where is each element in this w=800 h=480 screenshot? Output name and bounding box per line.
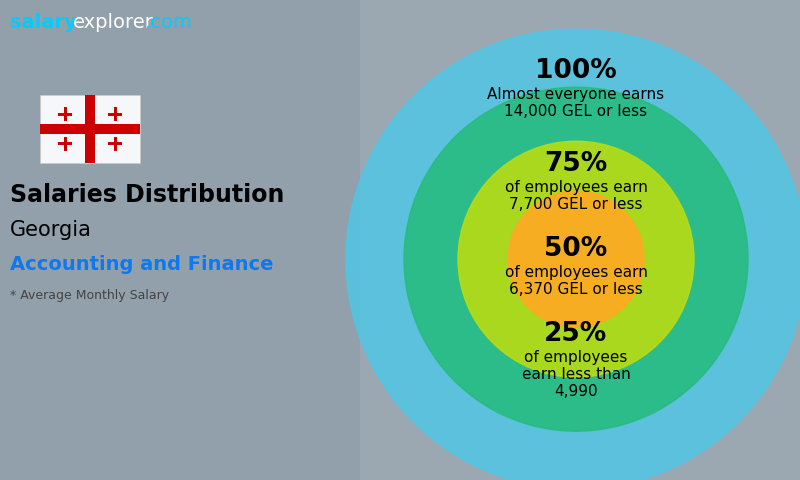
Text: Salaries Distribution: Salaries Distribution [10,183,284,207]
Bar [58,112,72,116]
FancyBboxPatch shape [360,0,800,480]
Text: of employees earn: of employees earn [505,180,647,195]
Text: Accounting and Finance: Accounting and Finance [10,255,274,275]
Text: * Average Monthly Salary: * Average Monthly Salary [10,288,169,301]
Text: 25%: 25% [544,321,608,347]
Circle shape [346,29,800,480]
Text: Georgia: Georgia [10,220,92,240]
Text: salary: salary [10,12,77,32]
Text: 6,370 GEL or less: 6,370 GEL or less [509,282,643,297]
Bar [114,107,117,121]
Text: of employees earn: of employees earn [505,264,647,280]
Text: 50%: 50% [544,236,608,262]
Circle shape [508,191,644,327]
Bar [114,137,117,151]
FancyBboxPatch shape [40,95,140,163]
Bar [63,137,66,151]
Text: 75%: 75% [544,151,608,177]
Bar [58,143,72,145]
Bar [108,112,122,116]
FancyBboxPatch shape [0,0,360,480]
Bar [108,143,122,145]
Text: 7,700 GEL or less: 7,700 GEL or less [510,197,642,212]
Bar [85,95,95,163]
Bar [40,124,140,134]
Text: 4,990: 4,990 [554,384,598,399]
Text: earn less than: earn less than [522,367,630,382]
Text: .com: .com [145,12,193,32]
Text: 100%: 100% [535,58,617,84]
Text: 14,000 GEL or less: 14,000 GEL or less [505,104,647,119]
Text: of employees: of employees [524,350,628,365]
Bar [63,107,66,121]
Circle shape [458,141,694,377]
Text: explorer: explorer [73,12,154,32]
Text: Almost everyone earns: Almost everyone earns [487,87,665,102]
Circle shape [404,87,748,431]
